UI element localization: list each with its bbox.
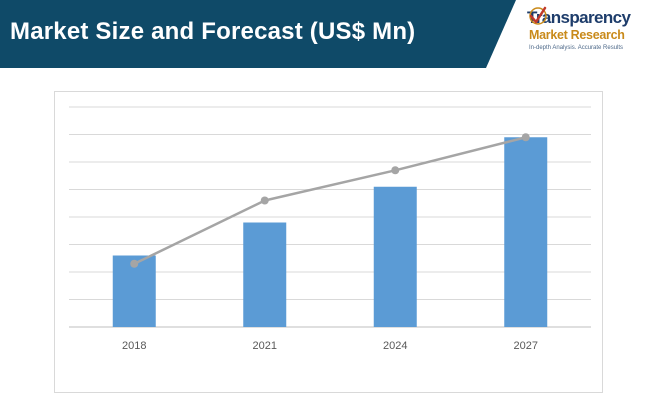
header-banner: Market Size and Forecast (US$ Mn) Transp… <box>0 0 650 68</box>
trend-line <box>133 136 527 265</box>
bar-2021 <box>243 222 287 327</box>
bar-2024 <box>373 186 417 327</box>
x-tick-label: 2027 <box>514 340 538 352</box>
trend-point-2018 <box>130 259 139 268</box>
x-tick-label: 2024 <box>383 340 407 352</box>
bar-line-chart: 2018 2021 2024 2027 <box>69 106 591 352</box>
logo-line1: Transparency <box>527 8 631 27</box>
trend-point-2021 <box>260 196 269 205</box>
company-logo[interactable]: Transparency Market Research In-depth An… <box>527 6 647 62</box>
header-band <box>0 0 516 68</box>
logo-tagline: In-depth Analysis. Accurate Results <box>529 45 624 51</box>
x-tick-label: 2021 <box>253 340 277 352</box>
logo-line2: Market Research <box>529 28 625 42</box>
trend-point-2027 <box>521 133 530 142</box>
x-tick-label: 2018 <box>122 340 146 352</box>
checkmark-globe-icon <box>529 6 547 25</box>
page-title: Market Size and Forecast (US$ Mn) <box>10 18 416 45</box>
bar-2027 <box>504 137 548 327</box>
trend-point-2024 <box>391 166 400 175</box>
chart-area: 2018 2021 2024 2027 <box>54 91 603 393</box>
